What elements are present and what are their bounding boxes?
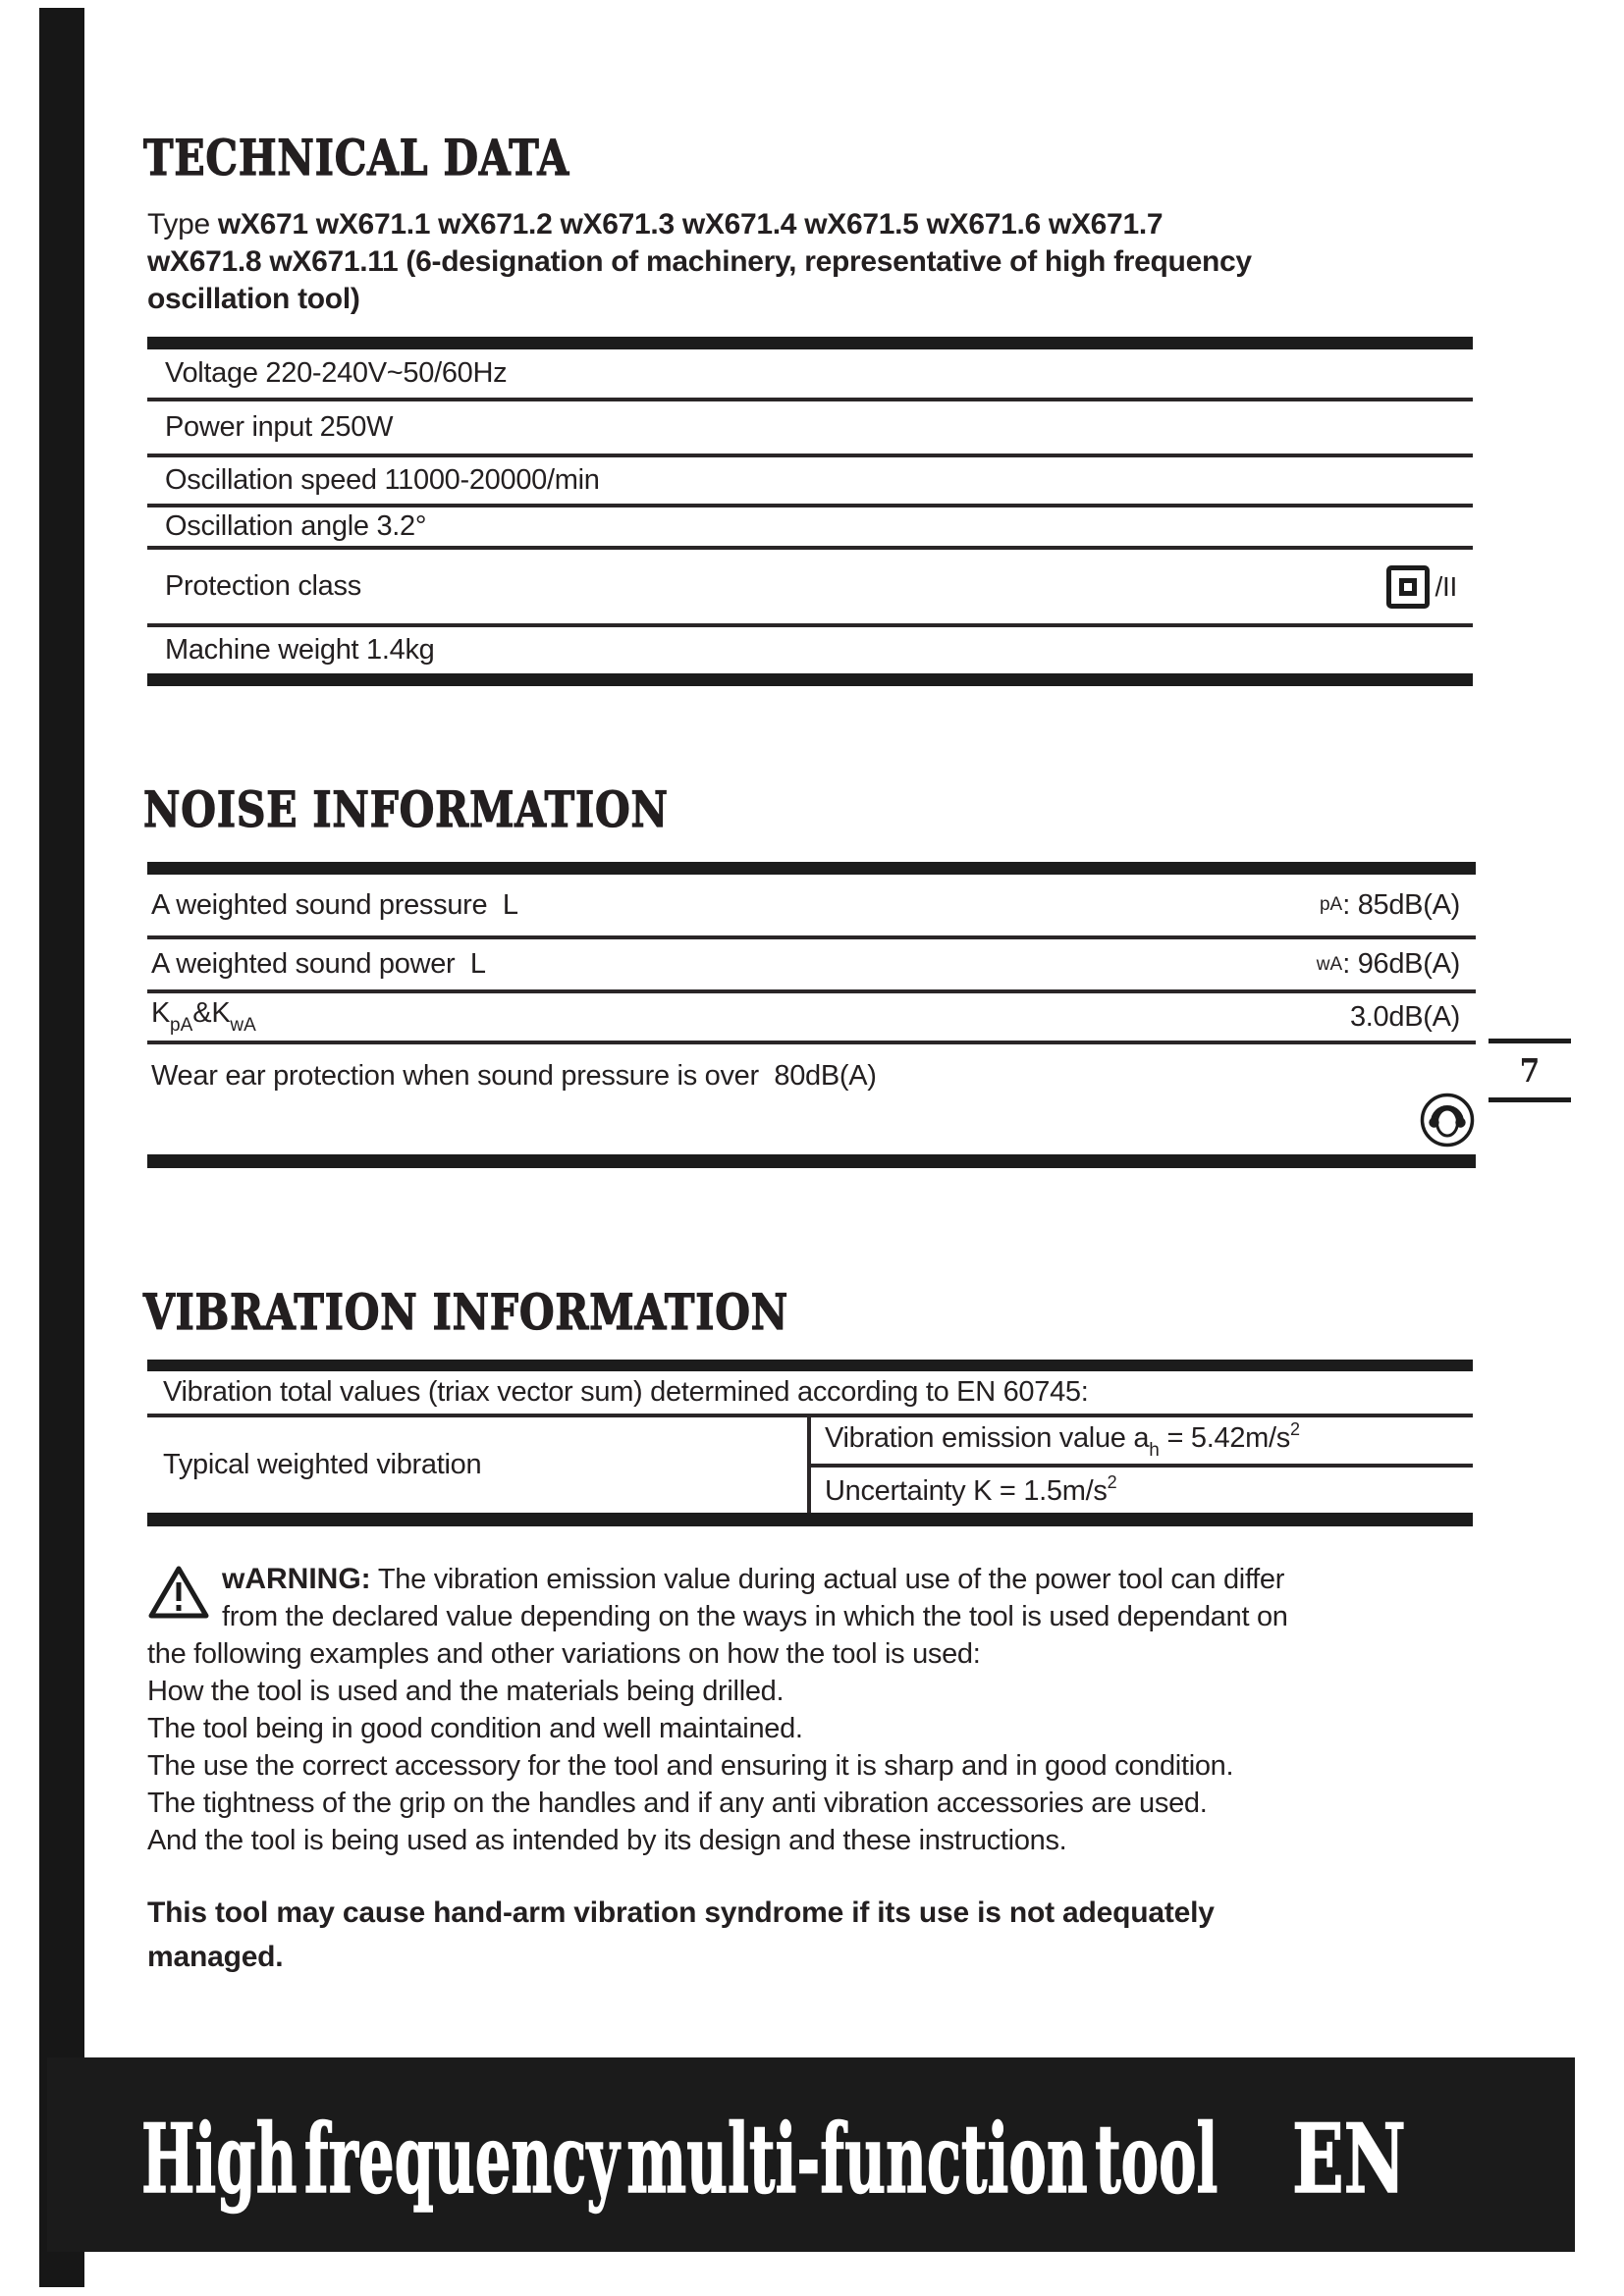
table-row: KpA&KwA 3.0dB(A): [147, 993, 1476, 1044]
table-row-protection-class: Protection class /II: [147, 550, 1473, 627]
warning-line: The tightness of the grip on the handles…: [147, 1788, 1208, 1819]
warning-line: And the tool is being used as intended b…: [147, 1825, 1067, 1856]
sound-power-value: wA: 96dB(A): [1316, 948, 1461, 980]
sound-power-label: A weighted sound power L: [151, 948, 486, 980]
vibration-total-values-label: Vibration total values (triax vector sum…: [163, 1376, 1089, 1408]
table-bottom-bar: [147, 1513, 1473, 1526]
table-row: Oscillation speed 11000-20000/min: [147, 457, 1473, 507]
double-insulation-icon: [1385, 564, 1430, 609]
ear-protection-note: Wear ear protection when sound pressure …: [151, 1060, 877, 1092]
type-line-3: oscillation tool): [147, 283, 360, 315]
spec-voltage: Voltage 220-240V~50/60Hz: [165, 357, 508, 389]
table-row: Oscillation angle 3.2°: [147, 507, 1473, 550]
typical-weighted-vibration-cell: Typical weighted vibration: [147, 1417, 811, 1513]
left-margin-bar: [39, 8, 84, 2287]
protection-class-value: /II: [1385, 564, 1463, 609]
table-row: Machine weight 1.4kg: [147, 627, 1473, 673]
warning-line: wARNING: The vibration emission value du…: [222, 1563, 1285, 1595]
spec-protection-class: Protection class: [165, 570, 361, 602]
table-top-bar: [147, 337, 1473, 349]
spec-power-input: Power input 250W: [165, 411, 394, 443]
warning-triangle-icon: [147, 1565, 210, 1622]
spec-machine-weight: Machine weight 1.4kg: [165, 634, 435, 666]
footer-bar: High frequency multi-function tool EN: [47, 2057, 1575, 2252]
noise-information-table: A weighted sound pressure L pA: 85dB(A) …: [147, 862, 1476, 1168]
warning-paragraph: wARNING: The vibration emission value du…: [147, 1561, 1502, 1859]
footer-product-title: High frequency multi-function tool: [141, 2104, 1218, 2215]
table-row: A weighted sound pressure L pA: 85dB(A): [147, 875, 1476, 939]
technical-data-table: Voltage 220-240V~50/60Hz Power input 250…: [147, 337, 1473, 686]
protection-class-rating: /II: [1435, 570, 1458, 602]
table-row: A weighted sound power L wA: 96dB(A): [147, 939, 1476, 993]
type-paragraph: Type wX671 wX671.1 wX671.2 wX671.3 wX671…: [147, 206, 1365, 318]
warning-line: from the declared value depending on the…: [222, 1601, 1288, 1632]
technical-data-heading: TECHNICAL DATA: [142, 129, 570, 187]
noise-information-heading: NOISE INFORMATION: [142, 780, 669, 838]
table-row-ear-protection: Wear ear protection when sound pressure …: [147, 1044, 1476, 1154]
vibration-values-column: Vibration emission value ah = 5.42m/s2 U…: [811, 1417, 1473, 1513]
sound-pressure-label: A weighted sound pressure L: [151, 888, 518, 921]
warning-line: The tool being in good condition and wel…: [147, 1713, 803, 1744]
table-top-bar: [147, 862, 1476, 875]
vibration-information-heading: VIBRATION INFORMATION: [142, 1283, 789, 1341]
kpa-kwa-label: KpA&KwA: [151, 997, 256, 1036]
warning-line: the following examples and other variati…: [147, 1638, 981, 1670]
warning-line: The use the correct accessory for the to…: [147, 1750, 1234, 1782]
table-row: Voltage 220-240V~50/60Hz: [147, 349, 1473, 401]
type-line-1: Type wX671 wX671.1 wX671.2 wX671.3 wX671…: [147, 208, 1164, 240]
table-bottom-bar: [147, 1154, 1476, 1168]
vibration-emission-cell: Vibration emission value ah = 5.42m/s2: [811, 1417, 1473, 1468]
table-row: Power input 250W: [147, 401, 1473, 457]
spec-oscillation-speed: Oscillation speed 11000-20000/min: [165, 464, 600, 496]
kpa-kwa-value: 3.0dB(A): [1349, 1000, 1460, 1033]
marker-bottom-line: [1489, 1097, 1571, 1102]
vibration-header-row: Vibration total values (triax vector sum…: [147, 1371, 1473, 1417]
warning-line: How the tool is used and the materials b…: [147, 1676, 785, 1707]
page-number-marker: 7: [1489, 1039, 1571, 1102]
vibration-information-table: Vibration total values (triax vector sum…: [147, 1360, 1473, 1526]
uncertainty-cell: Uncertainty K = 1.5m/s2: [825, 1472, 1117, 1507]
type-prefix: Type: [147, 208, 218, 240]
table-bottom-bar: [147, 673, 1473, 686]
marker-top-line: [1489, 1039, 1571, 1043]
type-line-2: wX671.8 wX671.11 (6-designation of machi…: [147, 245, 1252, 278]
page-number: 7: [1519, 1051, 1541, 1090]
table-top-bar: [147, 1360, 1473, 1371]
vibration-data-rows: Typical weighted vibration Vibration emi…: [147, 1417, 1473, 1513]
hearing-protection-icon: [1419, 1092, 1476, 1148]
hand-arm-vibration-note: This tool may cause hand-arm vibration s…: [147, 1896, 1215, 1973]
footer-language-tag: EN: [1291, 2104, 1406, 2215]
warning-label: wARNING:: [222, 1563, 371, 1595]
spec-oscillation-angle: Oscillation angle 3.2°: [165, 510, 427, 542]
sound-pressure-value: pA: 85dB(A): [1319, 888, 1460, 921]
